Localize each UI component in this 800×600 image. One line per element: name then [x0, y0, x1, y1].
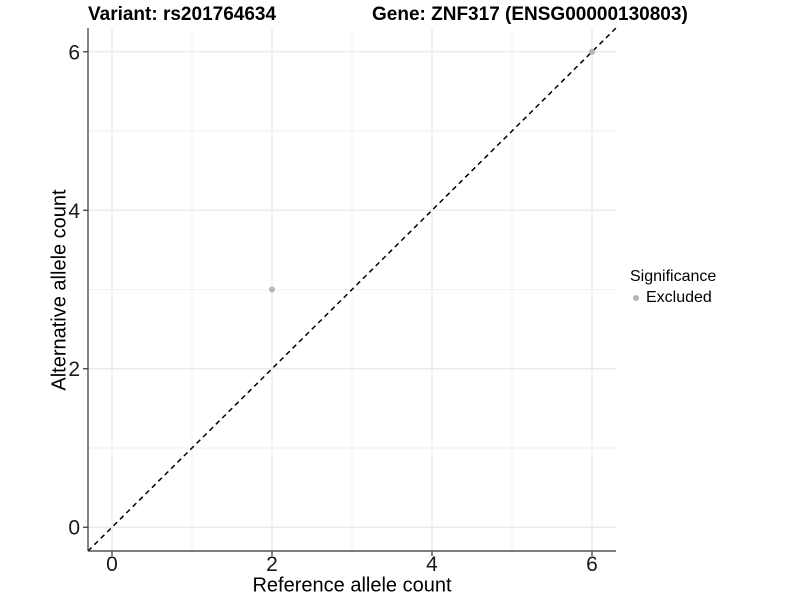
plot-title-variant: Variant: rs201764634 [88, 4, 277, 25]
identity-dashed-line [87, 27, 617, 552]
x-tick-label: 4 [426, 553, 438, 576]
x-tick-label: 0 [106, 553, 118, 576]
legend: Significance Excluded [630, 267, 716, 307]
y-tick-label: 6 [68, 41, 80, 64]
y-tick-label: 2 [68, 358, 80, 381]
legend-key-dot [633, 295, 639, 301]
legend-item-excluded: Excluded [633, 289, 716, 307]
y-axis-title: Alternative allele count [48, 189, 71, 391]
x-axis-title: Reference allele count [252, 574, 452, 597]
x-tick-label: 6 [586, 553, 598, 576]
legend-title: Significance [630, 268, 717, 285]
data-point [589, 48, 595, 55]
y-tick-label: 4 [68, 200, 80, 223]
y-tick-label: 0 [68, 517, 80, 540]
data-point [269, 286, 275, 293]
x-tick-label: 2 [266, 553, 278, 576]
legend-item-label: Excluded [646, 289, 712, 306]
plot-title-gene: Gene: ZNF317 (ENSG00000130803) [372, 4, 688, 25]
